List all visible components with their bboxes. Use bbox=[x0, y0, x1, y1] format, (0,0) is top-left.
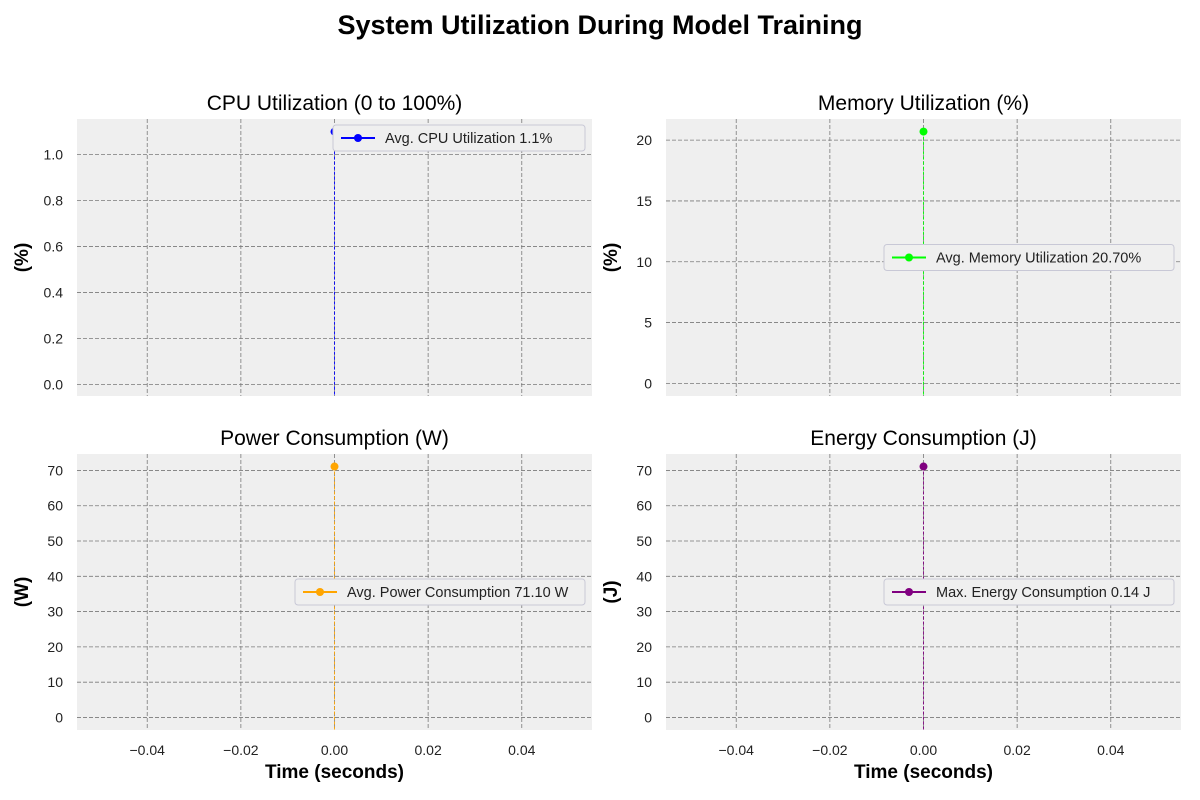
y-tick-label: 30 bbox=[636, 604, 652, 620]
y-tick-label: 20 bbox=[47, 639, 63, 655]
y-tick-label: 10 bbox=[636, 254, 652, 270]
x-tick-label: −0.02 bbox=[223, 742, 259, 758]
y-tick-label: 0.2 bbox=[44, 331, 64, 347]
legend: Avg. Power Consumption 71.10 W bbox=[294, 578, 586, 606]
chart-panel-1: 0.0 0.2 0.4 0.6 0.8 1.0 CPU Utilization (0 to … bbox=[12, 92, 592, 396]
y-tick-label: 1.0 bbox=[44, 147, 64, 163]
legend-box bbox=[332, 124, 586, 152]
figure-title: System Utilization During Model Training bbox=[337, 10, 863, 40]
legend-label: Max. Energy Consumption 0.14 J bbox=[936, 585, 1150, 601]
data-point bbox=[919, 462, 928, 471]
y-tick-label: 40 bbox=[47, 568, 63, 584]
x-tick-label: 0.02 bbox=[1004, 742, 1031, 758]
legend-label: Avg. Power Consumption 71.10 W bbox=[347, 585, 569, 601]
legend-label: Avg. CPU Utilization 1.1% bbox=[385, 131, 552, 147]
subplot-title: CPU Utilization (0 to 100%) bbox=[207, 92, 463, 115]
legend-swatch-marker bbox=[905, 588, 913, 596]
y-tick-label: 10 bbox=[636, 674, 652, 690]
y-tick-label: 0.0 bbox=[44, 377, 64, 393]
y-axis-label: (J) bbox=[601, 580, 622, 603]
y-tick-label: 50 bbox=[47, 533, 63, 549]
data-point bbox=[919, 127, 928, 136]
legend: Avg. CPU Utilization 1.1% bbox=[332, 124, 586, 152]
x-tick-label: 0.00 bbox=[910, 742, 937, 758]
y-tick-label: 5 bbox=[644, 315, 652, 331]
x-tick-label: 0.00 bbox=[321, 742, 348, 758]
y-tick-label: 0.4 bbox=[44, 285, 64, 301]
y-tick-label: 40 bbox=[636, 568, 652, 584]
x-axis-label: Time (seconds) bbox=[265, 762, 404, 783]
x-tick-label: −0.04 bbox=[130, 742, 166, 758]
y-axis-label: (%) bbox=[12, 243, 33, 273]
legend-swatch-marker bbox=[905, 253, 913, 262]
x-tick-label: −0.02 bbox=[812, 742, 848, 758]
x-axis-label: Time (seconds) bbox=[854, 762, 993, 783]
y-tick-label: 50 bbox=[636, 533, 652, 549]
legend-box bbox=[294, 578, 586, 606]
legend-swatch-marker bbox=[316, 588, 324, 596]
subplot-title: Energy Consumption (J) bbox=[810, 427, 1036, 450]
legend: Avg. Memory Utilization 20.70% bbox=[883, 244, 1175, 271]
y-axis-label: (W) bbox=[12, 577, 33, 608]
y-tick-label: 0.8 bbox=[44, 193, 64, 209]
legend-box bbox=[883, 244, 1175, 271]
y-tick-label: 30 bbox=[47, 604, 63, 620]
y-tick-label: 10 bbox=[47, 674, 63, 690]
y-tick-label: 15 bbox=[636, 193, 652, 209]
y-axis-label: (%) bbox=[601, 243, 622, 273]
chart-panel-2: 0 5 10 15 20 Memory Utilization (%) (%) Avg. Me… bbox=[601, 92, 1181, 396]
legend: Max. Energy Consumption 0.14 J bbox=[883, 578, 1175, 606]
chart-panel-4: 0 10 20 30 40 50 60 70 −0.04 −0.02 0.00 0.02 0.04 Ene… bbox=[601, 427, 1181, 783]
y-tick-label: 0 bbox=[644, 709, 652, 725]
subplot-title: Power Consumption (W) bbox=[220, 427, 449, 450]
y-tick-label: 20 bbox=[636, 132, 652, 148]
legend-box bbox=[883, 578, 1175, 606]
y-tick-label: 60 bbox=[47, 498, 63, 514]
y-tick-label: 20 bbox=[636, 639, 652, 655]
x-tick-label: −0.04 bbox=[719, 742, 755, 758]
x-tick-label: 0.02 bbox=[415, 742, 442, 758]
chart-panel-3: 0 10 20 30 40 50 60 70 −0.04 −0.02 0.00 0.02 0.04 Pow… bbox=[12, 427, 592, 783]
x-tick-label: 0.04 bbox=[1097, 742, 1124, 758]
y-tick-label: 0.6 bbox=[44, 239, 64, 255]
y-tick-label: 60 bbox=[636, 498, 652, 514]
y-tick-label: 0 bbox=[644, 375, 652, 391]
legend-swatch-marker bbox=[354, 134, 362, 142]
legend-label: Avg. Memory Utilization 20.70% bbox=[936, 251, 1141, 267]
x-tick-label: 0.04 bbox=[508, 742, 535, 758]
y-tick-label: 0 bbox=[55, 709, 63, 725]
data-point bbox=[330, 462, 339, 471]
subplot-title: Memory Utilization (%) bbox=[818, 92, 1029, 115]
y-tick-label: 70 bbox=[636, 462, 652, 478]
y-tick-label: 70 bbox=[47, 462, 63, 478]
